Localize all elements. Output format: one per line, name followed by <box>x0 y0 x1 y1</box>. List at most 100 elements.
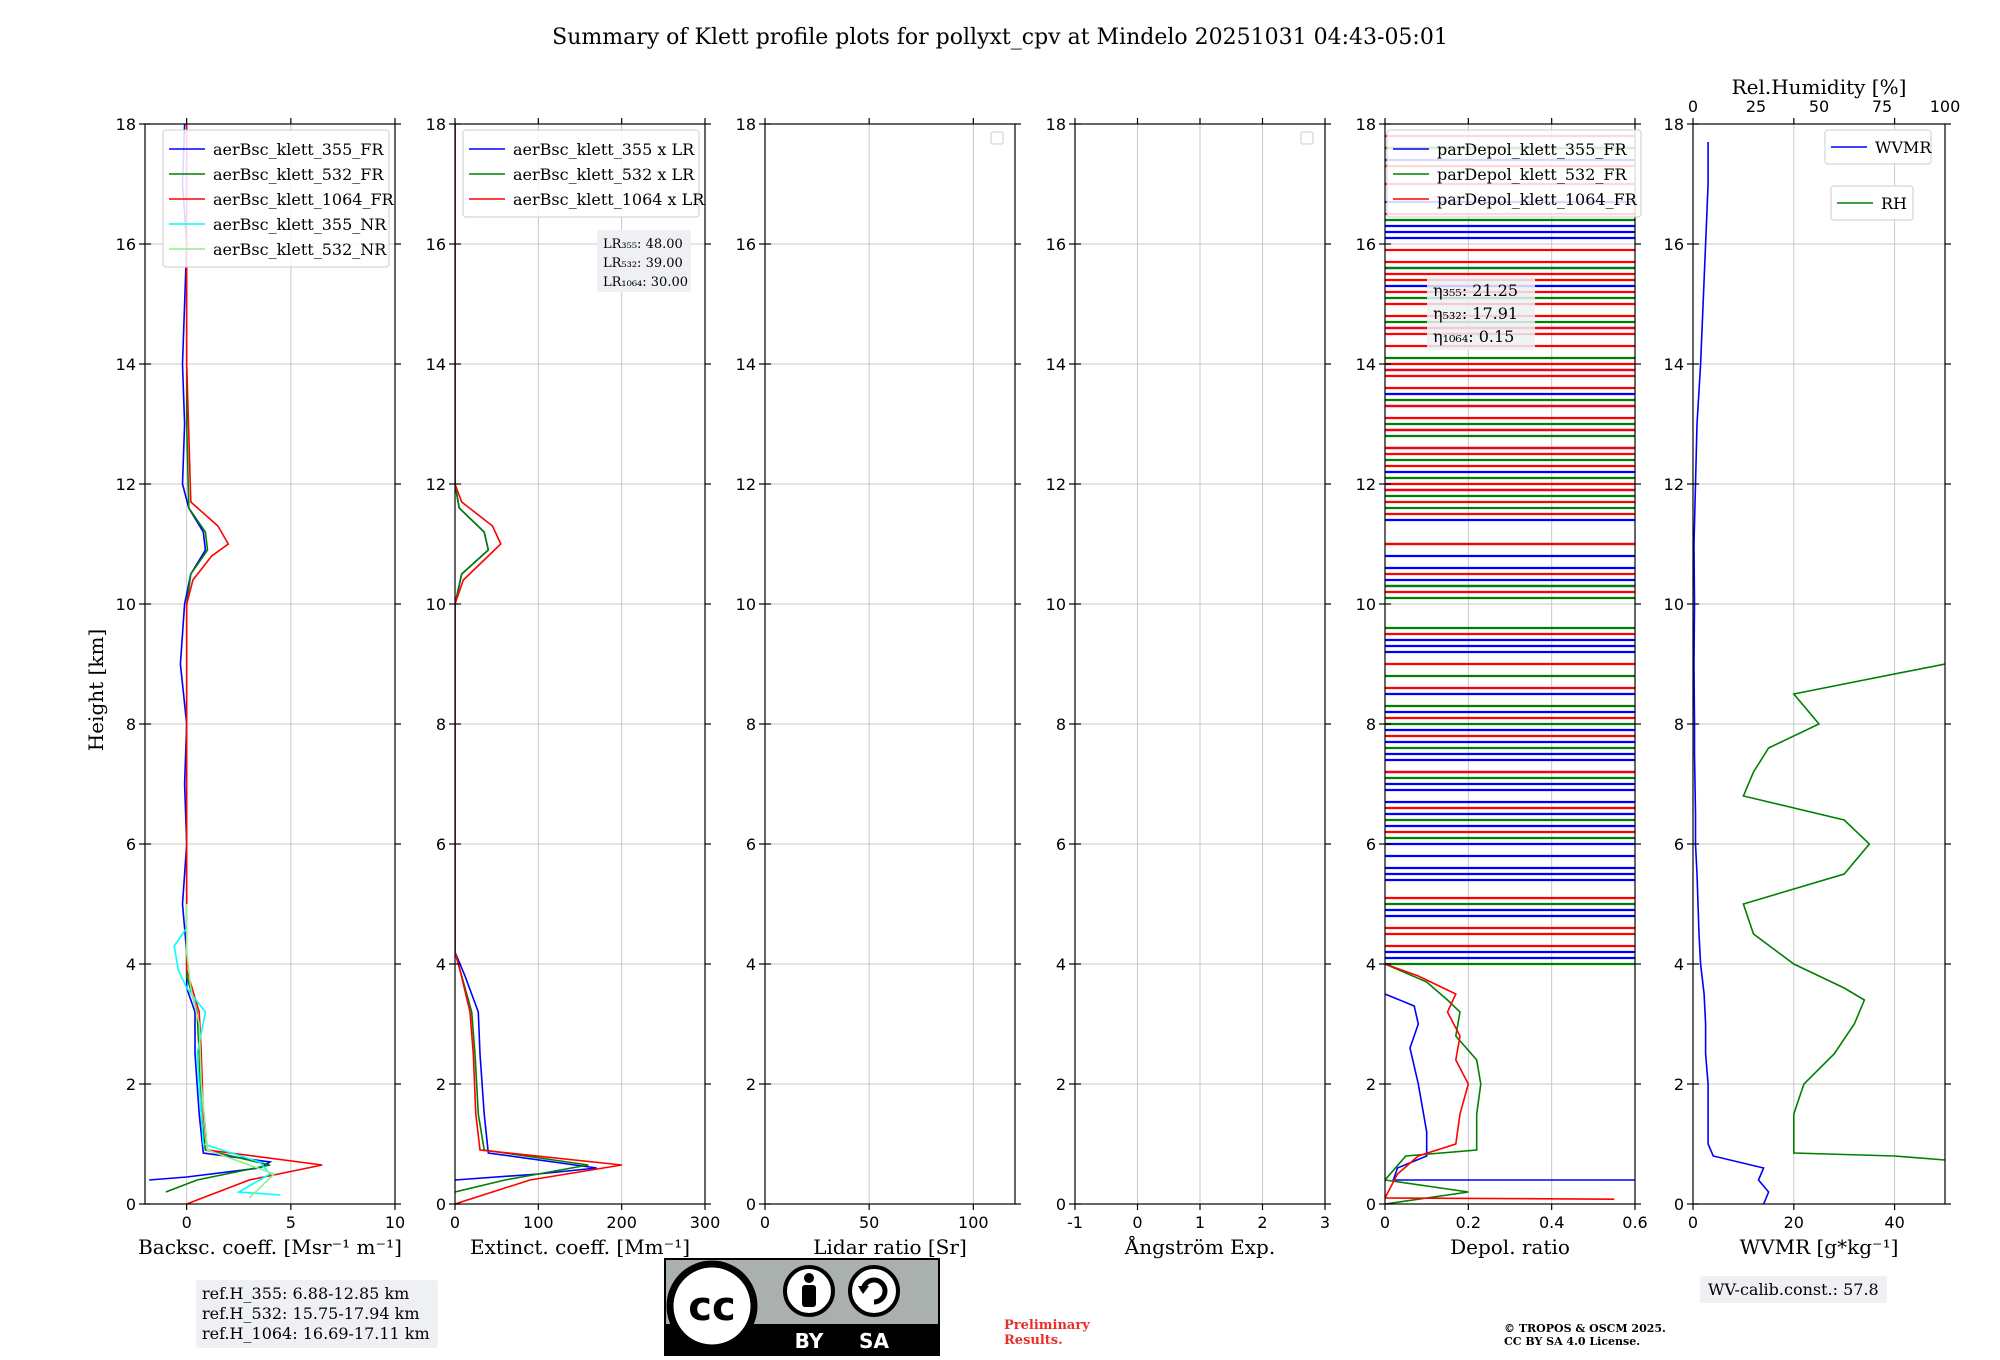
y-tick-label: 10 <box>426 595 446 614</box>
preliminary-line-2: Results. <box>1004 1333 1063 1348</box>
lr-annotation-line: LR₃₅₅: 48.00 <box>603 237 683 252</box>
legend-label: RH <box>1881 194 1907 213</box>
y-tick-label: 8 <box>746 715 756 734</box>
legend-label: aerBsc_klett_532_NR <box>213 240 387 259</box>
y-tick-label: 18 <box>1356 115 1376 134</box>
axes-frame <box>454 123 706 1205</box>
lr-annotation-line: LR₁₀₆₄: 30.00 <box>603 275 688 290</box>
eta-annotation-box <box>1427 276 1535 350</box>
series-line-aerBsc_klett_532_NR <box>185 904 276 1199</box>
x-tick-label: 3 <box>1320 1213 1330 1232</box>
preliminary-note: Preliminary Results. <box>1004 1318 1090 1348</box>
series-line-aerBsc_klett_355_FR <box>149 124 273 1181</box>
y-tick-label: 8 <box>436 715 446 734</box>
x-tick-label: 0 <box>182 1213 192 1232</box>
legend-label: aerBsc_klett_355_FR <box>213 140 384 159</box>
x-tick-label: 0.6 <box>1622 1213 1647 1232</box>
y-tick-label: 2 <box>126 1075 136 1094</box>
y-tick-label: 2 <box>746 1075 756 1094</box>
y-tick-label: 18 <box>1664 115 1684 134</box>
wv-calib-box: WV-calib.const.: 57.8 <box>1700 1276 1887 1303</box>
axes-frame <box>764 123 1016 1205</box>
cc-badge-text: cc <box>688 1284 735 1330</box>
panel-5: 0 2 4 6 8 10 12 14 16 18 0 0.2 0.4 0.6 Depol. ratio par… <box>1356 115 1648 1259</box>
x2-tick-label: 25 <box>1746 97 1766 116</box>
series-line-aerBsc_klett_532 x LR <box>455 124 589 1193</box>
y-tick-label: 12 <box>426 475 446 494</box>
series-line-aerBsc_klett_1064_FR <box>185 124 323 1204</box>
y-tick-label: 16 <box>736 235 756 254</box>
lr-annotation-line: LR₅₃₂: 39.00 <box>603 256 683 271</box>
reference-height-box: ref.H_355: 6.88-12.85 km ref.H_532: 15.7… <box>196 1280 438 1348</box>
sa-text: SA <box>859 1329 889 1353</box>
y-tick-label: 14 <box>426 355 446 374</box>
y-tick-label: 6 <box>746 835 756 854</box>
y-tick-label: 16 <box>1046 235 1066 254</box>
y-tick-label: 4 <box>1056 955 1066 974</box>
eta-annotation-line: η₃₅₅: 21.25 <box>1433 281 1518 300</box>
x-tick-label: 0 <box>450 1213 460 1232</box>
legend-label: parDepol_klett_355_FR <box>1437 140 1628 159</box>
x-tick-label: 0.4 <box>1539 1213 1564 1232</box>
y-tick-label: 12 <box>736 475 756 494</box>
y-tick-label: 0 <box>1674 1195 1684 1214</box>
x-tick-label: 2 <box>1257 1213 1267 1232</box>
legend-label: parDepol_klett_532_FR <box>1437 165 1628 184</box>
ref-height-355: ref.H_355: 6.88-12.85 km <box>202 1284 410 1303</box>
legend-label: aerBsc_klett_355 x LR <box>513 140 695 159</box>
y-axis-label: Height [km] <box>84 629 108 751</box>
empty-legend <box>1300 131 1314 145</box>
y-tick-label: 12 <box>1046 475 1066 494</box>
series-line-aerBsc_klett_355 x LR <box>455 124 597 1181</box>
series-line-aerBsc_klett_1064 x LR <box>455 124 622 1204</box>
y-tick-label: 4 <box>436 955 446 974</box>
y-tick-label: 6 <box>436 835 446 854</box>
y-tick-label: 2 <box>436 1075 446 1094</box>
y-tick-label: 6 <box>1056 835 1066 854</box>
y-tick-label: 18 <box>426 115 446 134</box>
y-tick-label: 10 <box>1046 595 1066 614</box>
y-tick-label: 4 <box>126 955 136 974</box>
legend-box <box>1386 129 1642 218</box>
y-tick-label: 16 <box>116 235 136 254</box>
y-tick-label: 0 <box>1366 1195 1376 1214</box>
empty-legend <box>990 131 1004 145</box>
cc-by-sa-logo: cc BY SA <box>664 1258 940 1356</box>
lr-annotation-box <box>597 230 691 292</box>
x-axis-label: Lidar ratio [Sr] <box>813 1235 967 1259</box>
ref-height-532: ref.H_532: 15.75-17.94 km <box>202 1304 420 1323</box>
axes-frame <box>1692 123 1946 1205</box>
panel-3: 0 2 4 6 8 10 12 14 16 18 0 50 100 Lidar ratio [Sr] <box>736 115 1021 1259</box>
x-tick-label: 0 <box>1380 1213 1390 1232</box>
y-tick-label: 18 <box>116 115 136 134</box>
y-tick-label: 6 <box>1366 835 1376 854</box>
x-tick-label: 0.2 <box>1456 1213 1481 1232</box>
x2-tick-label: 50 <box>1809 97 1829 116</box>
y-tick-label: 10 <box>1356 595 1376 614</box>
y-tick-label: 14 <box>1046 355 1066 374</box>
y-tick-label: 8 <box>126 715 136 734</box>
y-tick-label: 4 <box>746 955 756 974</box>
x-axis-label: Extinct. coeff. [Mm⁻¹] <box>470 1235 690 1259</box>
x-tick-label: 40 <box>1884 1213 1904 1232</box>
y-tick-label: 10 <box>1664 595 1684 614</box>
series-line-parDepol_klett_355_FR <box>1385 993 1635 1181</box>
x-tick-label: 100 <box>523 1213 554 1232</box>
legend-label: parDepol_klett_1064_FR <box>1437 190 1638 209</box>
y-tick-label: 2 <box>1366 1075 1376 1094</box>
y-tick-label: 8 <box>1056 715 1066 734</box>
x-tick-label: 20 <box>1784 1213 1804 1232</box>
y-tick-label: 12 <box>116 475 136 494</box>
copyright-line-1: © TROPOS & OSCM 2025. <box>1504 1322 1666 1335</box>
y-tick-label: 6 <box>126 835 136 854</box>
y-tick-label: 18 <box>736 115 756 134</box>
y-tick-label: 14 <box>116 355 136 374</box>
x-tick-label: 1 <box>1195 1213 1205 1232</box>
y-tick-label: 0 <box>126 1195 136 1214</box>
sa-share-icon <box>848 1265 900 1317</box>
copyright-note: © TROPOS & OSCM 2025. CC BY SA 4.0 Licen… <box>1504 1322 1666 1348</box>
series-line-parDepol_klett_532_FR <box>1385 963 1482 1204</box>
